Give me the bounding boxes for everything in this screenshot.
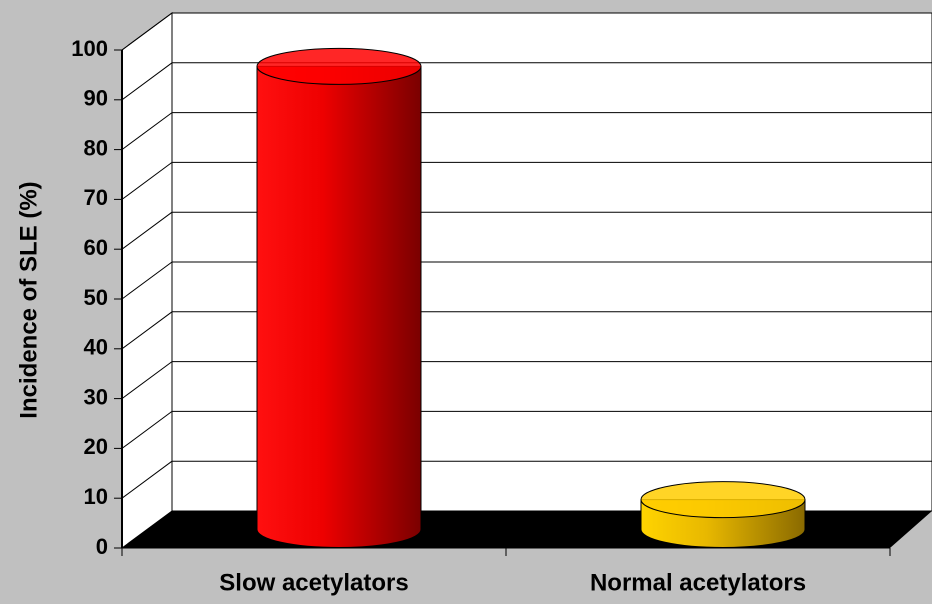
bar xyxy=(256,65,422,548)
y-tick-label: 40 xyxy=(84,335,108,360)
grid-line xyxy=(121,460,173,499)
y-tick-label: 80 xyxy=(84,135,108,160)
floor xyxy=(122,511,932,548)
grid-line xyxy=(121,261,173,300)
bar-top xyxy=(640,481,806,519)
x-tick-label: Normal acetylators xyxy=(590,569,806,596)
grid-line xyxy=(121,161,173,200)
grid-line xyxy=(121,410,173,449)
bar-top xyxy=(256,47,422,85)
y-tick-label: 30 xyxy=(84,384,108,409)
y-tick-label: 100 xyxy=(71,36,108,61)
y-tick-label: 90 xyxy=(84,86,108,111)
grid-line xyxy=(121,361,173,400)
x-tick-label: Slow acetylators xyxy=(219,569,408,596)
y-tick-label: 70 xyxy=(84,185,108,210)
y-axis-title: Incidence of SLE (%) xyxy=(15,181,42,418)
grid-line xyxy=(121,12,173,51)
y-tick-label: 20 xyxy=(84,434,108,459)
grid-line xyxy=(121,62,173,101)
grid-line xyxy=(121,112,173,151)
y-tick-label: 60 xyxy=(84,235,108,260)
y-tick-label: 10 xyxy=(84,484,108,509)
grid-line xyxy=(121,211,173,250)
grid-line xyxy=(121,311,173,350)
y-tick-label: 50 xyxy=(84,285,108,310)
y-tick-label: 0 xyxy=(96,534,108,559)
